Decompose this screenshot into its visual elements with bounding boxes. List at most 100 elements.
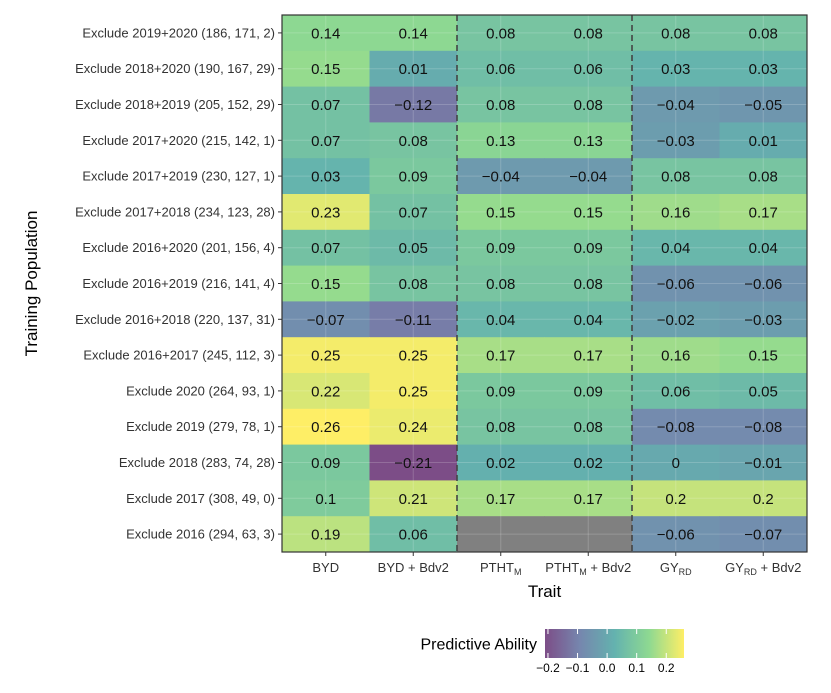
heatmap-cell (632, 50, 720, 88)
y-tick-label: Exclude 2018+2019 (205, 152, 29) (75, 97, 275, 112)
heatmap-cell (632, 301, 720, 338)
heatmap-cell (544, 86, 633, 123)
heatmap-cell (719, 516, 808, 553)
x-tick-label: PTHTM (480, 560, 521, 577)
heatmap-cell (544, 408, 633, 446)
heatmap-cell (282, 516, 370, 553)
cell-value-label: −0.03 (657, 133, 695, 150)
cell-value-label: 0.04 (661, 240, 690, 257)
heatmap-cell (282, 194, 370, 231)
heatmap-cell (457, 337, 545, 374)
y-tick-label: Exclude 2020 (264, 93, 1) (126, 383, 275, 398)
cell-value-label: 0.24 (399, 419, 428, 436)
heatmap-cell (282, 158, 370, 195)
heatmap-cell (369, 373, 458, 410)
cell-value-label: 0.04 (749, 240, 778, 257)
cell-value-label: 0.23 (311, 204, 340, 221)
cell-value-label: 0.08 (574, 97, 603, 114)
y-tick-label: Exclude 2019+2020 (186, 171, 2) (82, 25, 275, 40)
heatmap-cell (719, 373, 808, 410)
heatmap-cell (282, 265, 370, 302)
cell-value-label: 0.17 (486, 348, 515, 365)
heatmap-cell (457, 265, 545, 302)
heatmap-cell (719, 86, 808, 123)
heatmap-cell (632, 122, 720, 159)
heatmap-cell (632, 194, 720, 231)
cell-value-label: 0.09 (574, 383, 603, 400)
y-tick-label: Exclude 2016+2017 (245, 112, 3) (83, 348, 275, 363)
cell-value-label: 0.16 (661, 348, 690, 365)
heatmap-cell (457, 158, 545, 195)
heatmap-cell (369, 194, 458, 231)
heatmap-cell (632, 265, 720, 302)
x-tick-label: PTHTM + Bdv2 (545, 560, 631, 577)
cell-value-label: 0.1 (315, 491, 336, 508)
cell-value-label: −0.01 (744, 455, 782, 472)
heatmap-cell (457, 229, 545, 267)
heatmap-cell (369, 229, 458, 267)
heatmap-cell (282, 15, 370, 52)
heatmap-cell (719, 337, 808, 374)
cell-value-label: 0.2 (665, 491, 686, 508)
heatmap-cell (282, 408, 370, 446)
y-tick-label: Exclude 2016+2018 (220, 137, 31) (75, 312, 275, 327)
heatmap-cell (369, 50, 458, 88)
heatmap-cell (544, 337, 633, 374)
cell-value-label: −0.06 (744, 276, 782, 293)
cell-value-label: −0.06 (657, 527, 695, 544)
heatmap-cell (544, 158, 633, 195)
heatmap-cell (457, 444, 545, 481)
legend-tick-label: 0.0 (599, 661, 616, 675)
gridlines (282, 15, 807, 552)
cell-value-label: −0.04 (569, 169, 607, 186)
cell-value-label: 0.26 (311, 419, 340, 436)
cell-value-label: 0.07 (311, 240, 340, 257)
heatmap-cell (632, 229, 720, 267)
heatmap-cell (632, 516, 720, 553)
cell-value-label: 0.17 (749, 204, 778, 221)
heatmap-cell-na (544, 516, 633, 553)
cell-value-label: 0.17 (574, 491, 603, 508)
cell-value-label: 0.06 (574, 61, 603, 78)
heatmap-cell (282, 122, 370, 159)
y-tick-label: Exclude 2017+2019 (230, 127, 1) (82, 169, 275, 184)
cell-value-label: 0.08 (661, 169, 690, 186)
cell-value-label: 0.13 (574, 133, 603, 150)
heatmap-cell (719, 408, 808, 446)
cell-value-label: 0.02 (486, 455, 515, 472)
y-tick-label: Exclude 2016+2019 (216, 141, 4) (82, 276, 275, 291)
cell-value-label: 0.15 (311, 276, 340, 293)
heatmap-cell (544, 229, 633, 267)
heatmap-cell (282, 86, 370, 123)
cell-value-label: 0.08 (661, 25, 690, 42)
heatmap-cell (457, 50, 545, 88)
cell-value-label: −0.07 (744, 527, 782, 544)
cell-value-label: 0.14 (399, 25, 428, 42)
heatmap-cell (369, 516, 458, 553)
y-axis-ticks: Exclude 2019+2020 (186, 171, 2) Exclude 2… (75, 25, 282, 542)
cell-value-label: −0.11 (395, 312, 432, 329)
y-tick-label: Exclude 2018+2020 (190, 167, 29) (75, 61, 275, 76)
cell-value-label: 0.05 (399, 240, 428, 257)
cell-value-label: 0.25 (399, 383, 428, 400)
heatmap-cell (282, 301, 370, 338)
cell-labels: 0.14 0.14 0.08 0.08 0.08 0.08 0.15 0.01 0.06 0.06… (307, 25, 782, 543)
cell-value-label: 0.06 (486, 61, 515, 78)
heatmap-cell (632, 86, 720, 123)
cell-value-label: 0.13 (486, 133, 515, 150)
cell-value-label: 0.16 (661, 204, 690, 221)
cell-value-label: 0.03 (661, 61, 690, 78)
heatmap-cell (369, 444, 458, 481)
cell-value-label: 0.07 (399, 204, 428, 221)
cell-value-label: 0.03 (311, 169, 340, 186)
heatmap-cell (457, 408, 545, 446)
cell-value-label: 0.19 (311, 527, 340, 544)
cell-value-label: 0.15 (574, 204, 603, 221)
heatmap-cell (544, 15, 633, 52)
cell-value-label: 0.06 (399, 527, 428, 544)
cell-value-label: 0.09 (399, 169, 428, 186)
cell-value-label: 0.05 (749, 383, 778, 400)
heatmap-cell (719, 480, 808, 517)
legend-colorbar (545, 629, 684, 658)
